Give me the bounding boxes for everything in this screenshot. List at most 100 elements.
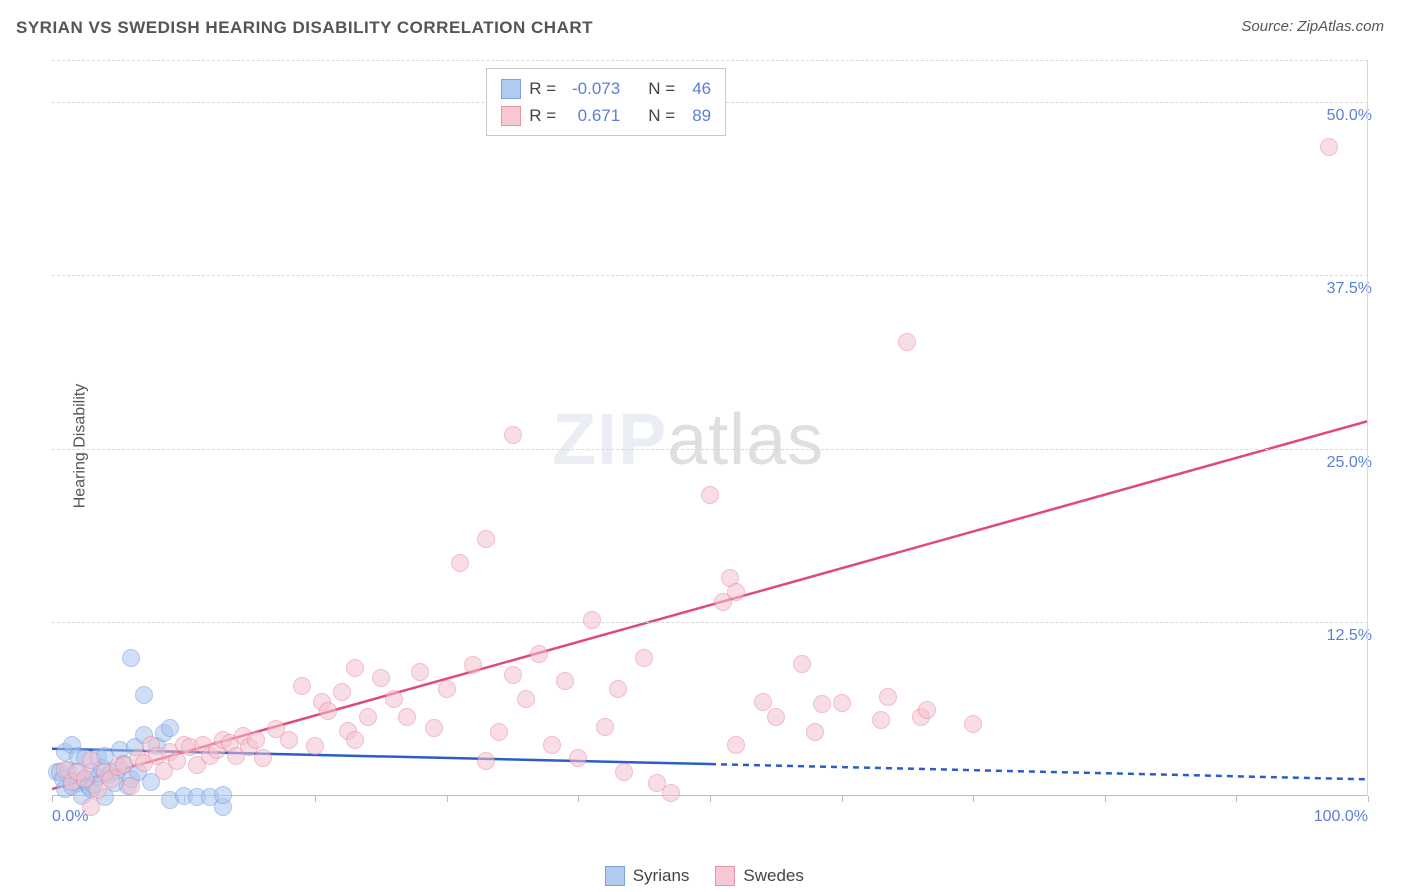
legend-n-prefix: N = <box>648 75 675 102</box>
data-point <box>464 656 482 674</box>
legend-swatch <box>501 79 521 99</box>
data-point <box>964 715 982 733</box>
legend-r-prefix: R = <box>529 75 556 102</box>
y-tick-label: 25.0% <box>1327 454 1372 472</box>
data-point <box>122 777 140 795</box>
x-tick <box>1368 796 1369 802</box>
gridline <box>52 60 1368 61</box>
data-point <box>872 711 890 729</box>
legend-item: Syrians <box>605 866 690 886</box>
data-point <box>504 426 522 444</box>
legend-r-value: 0.671 <box>564 102 620 129</box>
correlation-legend: R = -0.073 N = 46R = 0.671 N = 89 <box>486 68 726 136</box>
data-point <box>438 680 456 698</box>
data-point <box>662 784 680 802</box>
data-point <box>385 690 403 708</box>
data-point <box>161 719 179 737</box>
legend-r-value: -0.073 <box>564 75 620 102</box>
data-point <box>615 763 633 781</box>
data-point <box>168 752 186 770</box>
data-point <box>517 690 535 708</box>
data-point <box>477 530 495 548</box>
x-tick <box>842 796 843 802</box>
data-point <box>247 731 265 749</box>
plot-area: ZIPatlas 12.5%25.0%37.5%50.0%0.0%100.0% <box>52 60 1368 828</box>
source-attribution: Source: ZipAtlas.com <box>1241 18 1384 35</box>
legend-row: R =0.671N =89 <box>501 102 711 129</box>
y-tick-label: 12.5% <box>1327 627 1372 645</box>
watermark-light: atlas <box>667 400 824 480</box>
data-point <box>793 655 811 673</box>
x-tick <box>315 796 316 802</box>
legend-row: R = -0.073 N = 46 <box>501 75 711 102</box>
data-point <box>530 645 548 663</box>
data-point <box>727 736 745 754</box>
x-tick <box>52 796 53 802</box>
chart-title: SYRIAN VS SWEDISH HEARING DISABILITY COR… <box>16 18 593 38</box>
data-point <box>879 688 897 706</box>
data-point <box>569 749 587 767</box>
data-point <box>398 708 416 726</box>
legend-item: Swedes <box>715 866 803 886</box>
gridline <box>52 449 1368 450</box>
legend-swatch <box>715 866 735 886</box>
legend-n-value: 89 <box>683 102 711 129</box>
data-point <box>727 583 745 601</box>
trend-lines-layer <box>52 60 1368 828</box>
source-prefix: Source: <box>1241 18 1297 35</box>
data-point <box>451 554 469 572</box>
y-axis-right <box>1367 60 1368 796</box>
legend-n-value: 46 <box>683 75 711 102</box>
x-tick <box>1236 796 1237 802</box>
data-point <box>596 718 614 736</box>
data-point <box>135 686 153 704</box>
x-tick <box>973 796 974 802</box>
data-point <box>372 669 390 687</box>
gridline <box>52 275 1368 276</box>
data-point <box>346 659 364 677</box>
data-point <box>319 702 337 720</box>
data-point <box>701 486 719 504</box>
data-point <box>504 666 522 684</box>
legend-label: Syrians <box>633 866 690 886</box>
data-point <box>346 731 364 749</box>
legend-swatch <box>501 106 521 126</box>
legend-label: Swedes <box>743 866 803 886</box>
y-tick-label: 37.5% <box>1327 280 1372 298</box>
data-point <box>214 786 232 804</box>
data-point <box>280 731 298 749</box>
data-point <box>813 695 831 713</box>
data-point <box>82 798 100 816</box>
data-point <box>583 611 601 629</box>
watermark: ZIPatlas <box>552 399 824 481</box>
data-point <box>333 683 351 701</box>
source-link[interactable]: ZipAtlas.com <box>1297 18 1384 35</box>
data-point <box>806 723 824 741</box>
data-point <box>1320 138 1338 156</box>
x-tick <box>710 796 711 802</box>
chart-container: SYRIAN VS SWEDISH HEARING DISABILITY COR… <box>0 0 1406 892</box>
y-tick-label: 50.0% <box>1327 107 1372 125</box>
data-point <box>359 708 377 726</box>
data-point <box>556 672 574 690</box>
data-point <box>254 749 272 767</box>
legend-n-prefix: N = <box>648 102 675 129</box>
data-point <box>635 649 653 667</box>
data-point <box>754 693 772 711</box>
data-point <box>122 649 140 667</box>
series-legend: Syrians Swedes <box>605 866 804 886</box>
data-point <box>767 708 785 726</box>
data-point <box>833 694 851 712</box>
trend-line-extrapolated <box>710 764 1368 779</box>
data-point <box>898 333 916 351</box>
x-tick <box>447 796 448 802</box>
data-point <box>425 719 443 737</box>
x-tick <box>1105 796 1106 802</box>
data-point <box>543 736 561 754</box>
data-point <box>918 701 936 719</box>
data-point <box>477 752 495 770</box>
data-point <box>411 663 429 681</box>
data-point <box>306 737 324 755</box>
legend-swatch <box>605 866 625 886</box>
data-point <box>490 723 508 741</box>
